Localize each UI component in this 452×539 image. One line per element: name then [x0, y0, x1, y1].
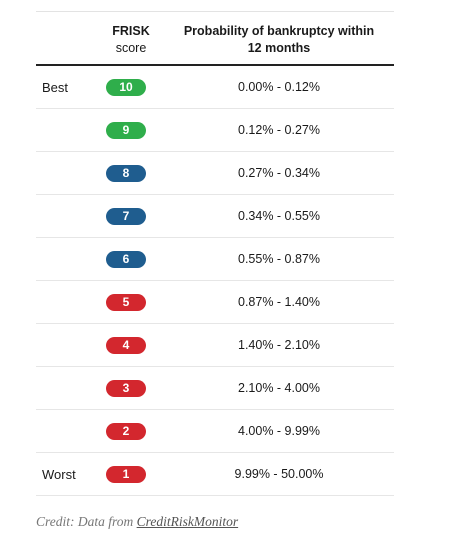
probability-header-line1: Probability of bankruptcy within — [183, 24, 375, 38]
table-body: Best 10 0.00% - 0.12% 9 0.12% - 0.27% 8 0.27% … — [36, 66, 394, 496]
table-row: 7 0.34% - 0.55% — [36, 195, 394, 238]
creditriskmonitor-link[interactable]: CreditRiskMonitor — [136, 514, 239, 529]
credit-prefix: Credit: Data from — [36, 514, 137, 529]
frisk-score-badge: 2 — [106, 423, 146, 440]
probability-range: 0.27% - 0.34% — [238, 166, 320, 180]
frisk-score-badge: 9 — [106, 122, 146, 139]
frisk-score-badge: 1 — [106, 466, 146, 483]
table-row: 6 0.55% - 0.87% — [36, 238, 394, 281]
probability-range: 0.34% - 0.55% — [238, 209, 320, 223]
table-row: Best 10 0.00% - 0.12% — [36, 66, 394, 109]
probability-range: 4.00% - 9.99% — [238, 424, 320, 438]
frisk-score-badge: 10 — [106, 79, 146, 96]
row-label: Best — [42, 80, 69, 95]
score-header-line1: FRISK — [112, 24, 150, 38]
probability-range: 0.12% - 0.27% — [238, 123, 320, 137]
probability-range: 2.10% - 4.00% — [238, 381, 320, 395]
frisk-score-badge: 5 — [106, 294, 146, 311]
top-divider — [36, 11, 394, 12]
table-header: FRISK score Probability of bankruptcy wi… — [36, 12, 394, 64]
table-row: 4 1.40% - 2.10% — [36, 324, 394, 367]
table-row: 3 2.10% - 4.00% — [36, 367, 394, 410]
table-row: 9 0.12% - 0.27% — [36, 109, 394, 152]
score-header-line2: score — [115, 41, 147, 55]
probability-range: 0.55% - 0.87% — [238, 252, 320, 266]
table-row: 8 0.27% - 0.34% — [36, 152, 394, 195]
probability-range: 9.99% - 50.00% — [234, 467, 324, 481]
table-row: 2 4.00% - 9.99% — [36, 410, 394, 453]
probability-header-line2: 12 months — [247, 41, 311, 55]
probability-range: 0.87% - 1.40% — [238, 295, 320, 309]
frisk-score-badge: 3 — [106, 380, 146, 397]
table-row: 5 0.87% - 1.40% — [36, 281, 394, 324]
score-column-header: FRISK score — [106, 23, 156, 57]
frisk-score-badge: 6 — [106, 251, 146, 268]
frisk-score-badge: 8 — [106, 165, 146, 182]
header-divider — [36, 64, 394, 66]
table-row: Worst 1 9.99% - 50.00% — [36, 453, 394, 496]
probability-column-header: Probability of bankruptcy within 12 mont… — [174, 23, 384, 57]
row-label: Worst — [42, 467, 76, 482]
probability-range: 0.00% - 0.12% — [238, 80, 320, 94]
frisk-score-badge: 4 — [106, 337, 146, 354]
credit-line: Credit: Data from CreditRiskMonitor — [36, 514, 238, 530]
probability-range: 1.40% - 2.10% — [238, 338, 320, 352]
frisk-score-badge: 7 — [106, 208, 146, 225]
